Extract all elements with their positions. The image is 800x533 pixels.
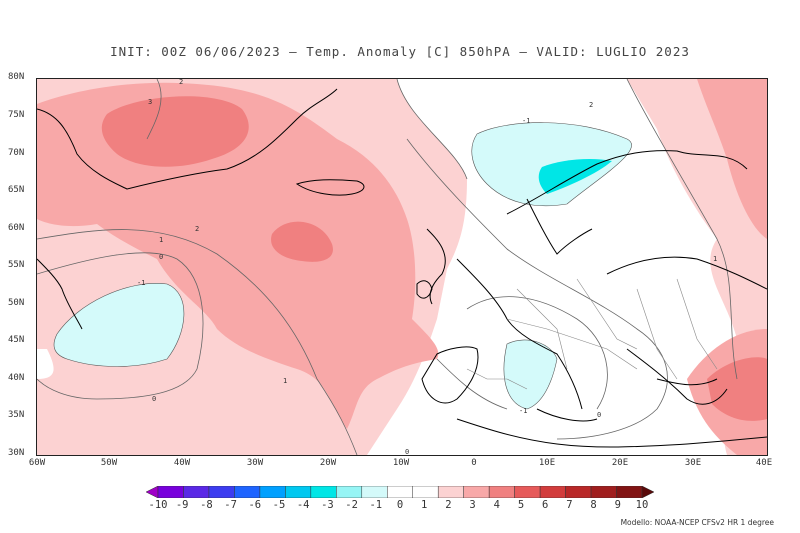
lon-label: 0	[471, 458, 477, 468]
lat-label: 65N	[8, 185, 25, 195]
map-canvas: 2 3 2 1 2 0 -1 0 1 -1 0 -1 0 1	[37, 79, 767, 455]
contour-label: 0	[159, 253, 163, 261]
legend-label: 9	[614, 499, 621, 511]
anomaly-area-minus2-norway	[538, 159, 612, 194]
lon-label: 20E	[611, 458, 629, 468]
lon-label: 20W	[319, 458, 337, 468]
lat-label: 60N	[8, 223, 25, 233]
contour-label: -1	[519, 407, 527, 415]
contour-label: -1	[522, 117, 530, 125]
lon-label: 40W	[173, 458, 191, 468]
lat-label: 55N	[8, 260, 25, 270]
legend-swatch	[539, 486, 566, 498]
lon-label: 50W	[100, 458, 118, 468]
map-title: INIT: 00Z 06/06/2023 – Temp. Anomaly [C]…	[110, 44, 690, 59]
legend-label: 3	[469, 499, 476, 511]
contour-label: 2	[179, 79, 183, 86]
lat-label: 35N	[8, 410, 25, 420]
legend-label: 7	[566, 499, 573, 511]
legend-label: -1	[369, 499, 383, 511]
legend-swatch	[234, 486, 261, 498]
legend-swatch	[412, 486, 439, 498]
lat-label: 70N	[8, 148, 25, 158]
legend-label: -4	[296, 499, 310, 511]
contour-label: 0	[405, 448, 409, 455]
model-credit: Modello: NOAA-NCEP CFSv2 HR 1 degree	[620, 518, 774, 527]
contour-label: 2	[195, 225, 199, 233]
legend-swatch	[208, 486, 235, 498]
legend-label: 1	[421, 499, 428, 511]
legend-swatch	[336, 486, 363, 498]
legend-label: 5	[517, 499, 525, 511]
legend-label: -6	[248, 499, 262, 511]
legend-label: 10	[635, 499, 649, 511]
contour-label: 1	[159, 236, 163, 244]
lat-label: 40N	[8, 373, 25, 383]
contour-label: 3	[148, 98, 152, 106]
contour-label: 0	[597, 411, 601, 419]
anomaly-map: 2 3 2 1 2 0 -1 0 1 -1 0 -1 0 1	[36, 78, 768, 456]
legend-swatch	[157, 486, 184, 498]
legend-label: 8	[590, 499, 597, 511]
legend-label: 6	[542, 499, 549, 511]
country-borders	[466, 278, 718, 390]
lon-label: 10W	[392, 458, 410, 468]
legend-label: -7	[224, 499, 237, 511]
lat-label: 75N	[8, 110, 25, 120]
contour-label: 2	[589, 101, 593, 109]
legend-swatch	[641, 486, 654, 498]
legend-swatch	[183, 486, 210, 498]
legend-swatch	[514, 486, 541, 498]
legend-label: -3	[321, 499, 334, 511]
legend-label: -10	[148, 499, 168, 511]
legend-swatch	[437, 486, 464, 498]
legend-swatches	[146, 486, 654, 498]
contour-label: -1	[137, 279, 145, 287]
lon-label: 30W	[246, 458, 264, 468]
legend-swatch	[146, 486, 159, 498]
legend-swatch	[361, 486, 388, 498]
legend-swatch	[259, 486, 286, 498]
legend-label: 0	[396, 499, 404, 511]
legend-label: 4	[493, 499, 500, 511]
legend-label: -2	[345, 499, 358, 511]
legend-swatch	[463, 486, 490, 498]
contour-lines	[37, 79, 738, 455]
contour-label: 1	[713, 255, 717, 263]
anomaly-area-minus1-italy	[503, 339, 558, 410]
lon-label: 30E	[684, 458, 702, 468]
color-legend	[146, 486, 654, 498]
coastlines	[37, 88, 767, 448]
legend-swatch	[616, 486, 643, 498]
legend-swatch	[310, 486, 337, 498]
anomaly-area-minus1-atlantic	[53, 283, 185, 367]
legend-label: -8	[200, 499, 213, 511]
lat-label: 80N	[8, 72, 25, 82]
lat-label: 30N	[8, 448, 25, 458]
lon-label: 40E	[755, 458, 773, 468]
legend-swatch	[285, 486, 312, 498]
lon-label: 60W	[28, 458, 46, 468]
legend-label: -5	[272, 499, 286, 511]
contour-label: 0	[152, 395, 156, 403]
legend-label: -9	[175, 499, 189, 511]
legend-swatch	[387, 486, 413, 498]
anomaly-area-plus3-se	[707, 357, 767, 421]
lat-label: 45N	[8, 335, 25, 345]
lon-label: 10E	[538, 458, 556, 468]
lat-label: 50N	[8, 298, 25, 308]
anomaly-area-plus3-mid	[271, 221, 333, 262]
anomaly-area-plus2	[37, 82, 439, 430]
contour-label: 1	[283, 377, 287, 385]
anomaly-area-plus3	[101, 96, 249, 167]
legend-swatch	[488, 486, 515, 498]
legend-swatch	[590, 486, 617, 498]
legend-labels: -10 -9 -8 -7 -6 -5 -4 -3 -2 -1 0 1 2 3 4 5 6 7 8 9 10	[146, 499, 654, 511]
legend-swatch	[565, 486, 592, 498]
legend-label: 2	[445, 499, 452, 511]
